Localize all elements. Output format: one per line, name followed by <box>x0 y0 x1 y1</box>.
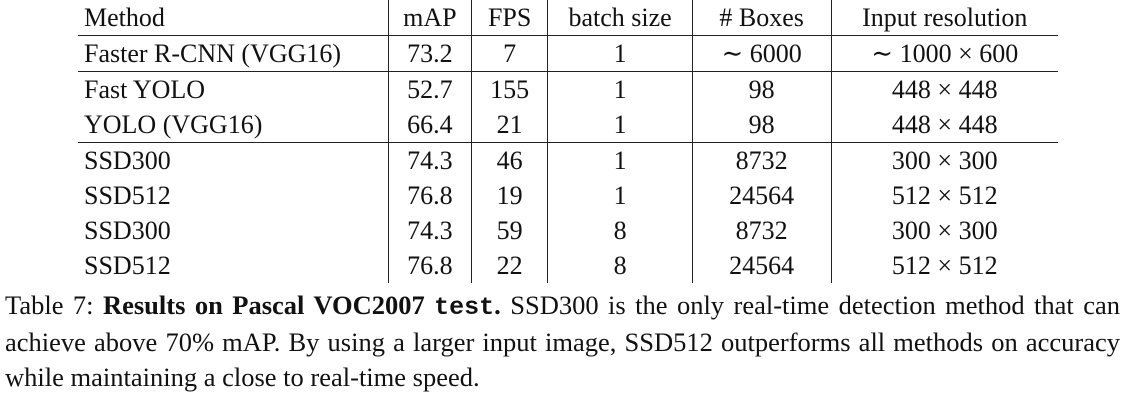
table-row: Fast YOLO 52.7 155 1 98 448 × 448 <box>78 71 1058 107</box>
cell-fps: 155 <box>471 71 549 107</box>
table-row: SSD512 76.8 19 1 24564 512 × 512 <box>78 178 1058 213</box>
cell-method: Fast YOLO <box>78 71 390 107</box>
cell-method: Faster R-CNN (VGG16) <box>78 35 390 72</box>
table-row: SSD300 74.3 46 1 8732 300 × 300 <box>78 142 1058 178</box>
column-header-map: mAP <box>388 0 472 36</box>
results-table: Method mAP FPS batch size # Boxes Input … <box>78 0 1058 283</box>
cell-fps: 59 <box>471 213 549 248</box>
cell-map: 74.3 <box>388 142 472 178</box>
cell-map: 52.7 <box>388 71 472 107</box>
cell-fps: 22 <box>471 248 549 283</box>
cell-input-resolution: 300 × 300 <box>891 145 998 175</box>
cell-input-resolution: ∼ 1000 × 600 <box>831 35 1058 72</box>
table-caption: Table 7: Results on Pascal VOC2007 test.… <box>5 288 1120 395</box>
column-header-input-resolution: Input resolution <box>831 0 1058 36</box>
cell-boxes: 24564 <box>692 178 832 213</box>
table-row: SSD300 74.3 59 8 8732 300 × 300 <box>78 213 1058 248</box>
table-header-row: Method mAP FPS batch size # Boxes Input … <box>78 0 1058 36</box>
cell-map: 73.2 <box>388 35 472 72</box>
cell-method: SSD300 <box>78 142 390 178</box>
cell-batch-size: 1 <box>547 71 693 107</box>
caption-text: SSD300 is the only real-time detection m… <box>5 290 1120 392</box>
cell-batch-size: 1 <box>547 178 693 213</box>
cell-boxes: ∼ 6000 <box>692 35 832 72</box>
caption-title: Results on Pascal VOC2007 <box>102 290 435 320</box>
cell-batch-size: 8 <box>547 248 693 283</box>
caption-code: test <box>434 293 495 322</box>
cell-map: 76.8 <box>388 178 472 213</box>
column-header-method: Method <box>78 0 390 36</box>
cell-fps: 19 <box>471 178 549 213</box>
table-row: Faster R-CNN (VGG16) 73.2 7 1 ∼ 6000 ∼ 1000 ×… <box>78 35 1058 72</box>
cell-fps: 21 <box>471 107 549 143</box>
cell-input-resolution: 448 × 448 <box>831 107 1058 143</box>
cell-batch-size: 1 <box>547 35 693 72</box>
cell-batch-size: 8 <box>547 213 693 248</box>
cell-method: SSD512 <box>78 248 390 283</box>
cell-fps: 7 <box>471 35 549 72</box>
cell-method: YOLO (VGG16) <box>78 107 390 143</box>
column-header-boxes: # Boxes <box>692 0 832 36</box>
caption-title-end: . <box>494 290 501 320</box>
table-row: YOLO (VGG16) 66.4 21 1 98 448 × 448 <box>78 107 1058 143</box>
cell-batch-size: 1 <box>547 142 693 178</box>
cell-input-resolution: 300 × 300 <box>891 215 998 245</box>
cell-boxes: 24564 <box>692 248 832 283</box>
cell-map: 76.8 <box>388 248 472 283</box>
cell-input-resolution: 448 × 448 <box>891 74 998 104</box>
cell-fps: 46 <box>471 142 549 178</box>
cell-boxes: 8732 <box>692 213 832 248</box>
cell-input-resolution: 512 × 512 <box>891 250 998 280</box>
table-row: SSD512 76.8 22 8 24564 512 × 512 <box>78 248 1058 283</box>
cell-method: SSD512 <box>78 178 390 213</box>
cell-boxes: 98 <box>692 107 832 143</box>
table-body: Faster R-CNN (VGG16) 73.2 7 1 ∼ 6000 ∼ 1000 ×… <box>78 35 1058 283</box>
cell-map: 74.3 <box>388 213 472 248</box>
cell-map: 66.4 <box>388 107 472 143</box>
column-header-fps: FPS <box>471 0 549 36</box>
cell-boxes: 8732 <box>692 142 832 178</box>
cell-batch-size: 1 <box>547 107 693 143</box>
cell-boxes: 98 <box>692 71 832 107</box>
cell-input-resolution: 512 × 512 <box>891 180 998 210</box>
caption-label: Table 7: <box>5 290 103 320</box>
column-header-batch-size: batch size <box>547 0 693 36</box>
cell-method: SSD300 <box>78 213 390 248</box>
